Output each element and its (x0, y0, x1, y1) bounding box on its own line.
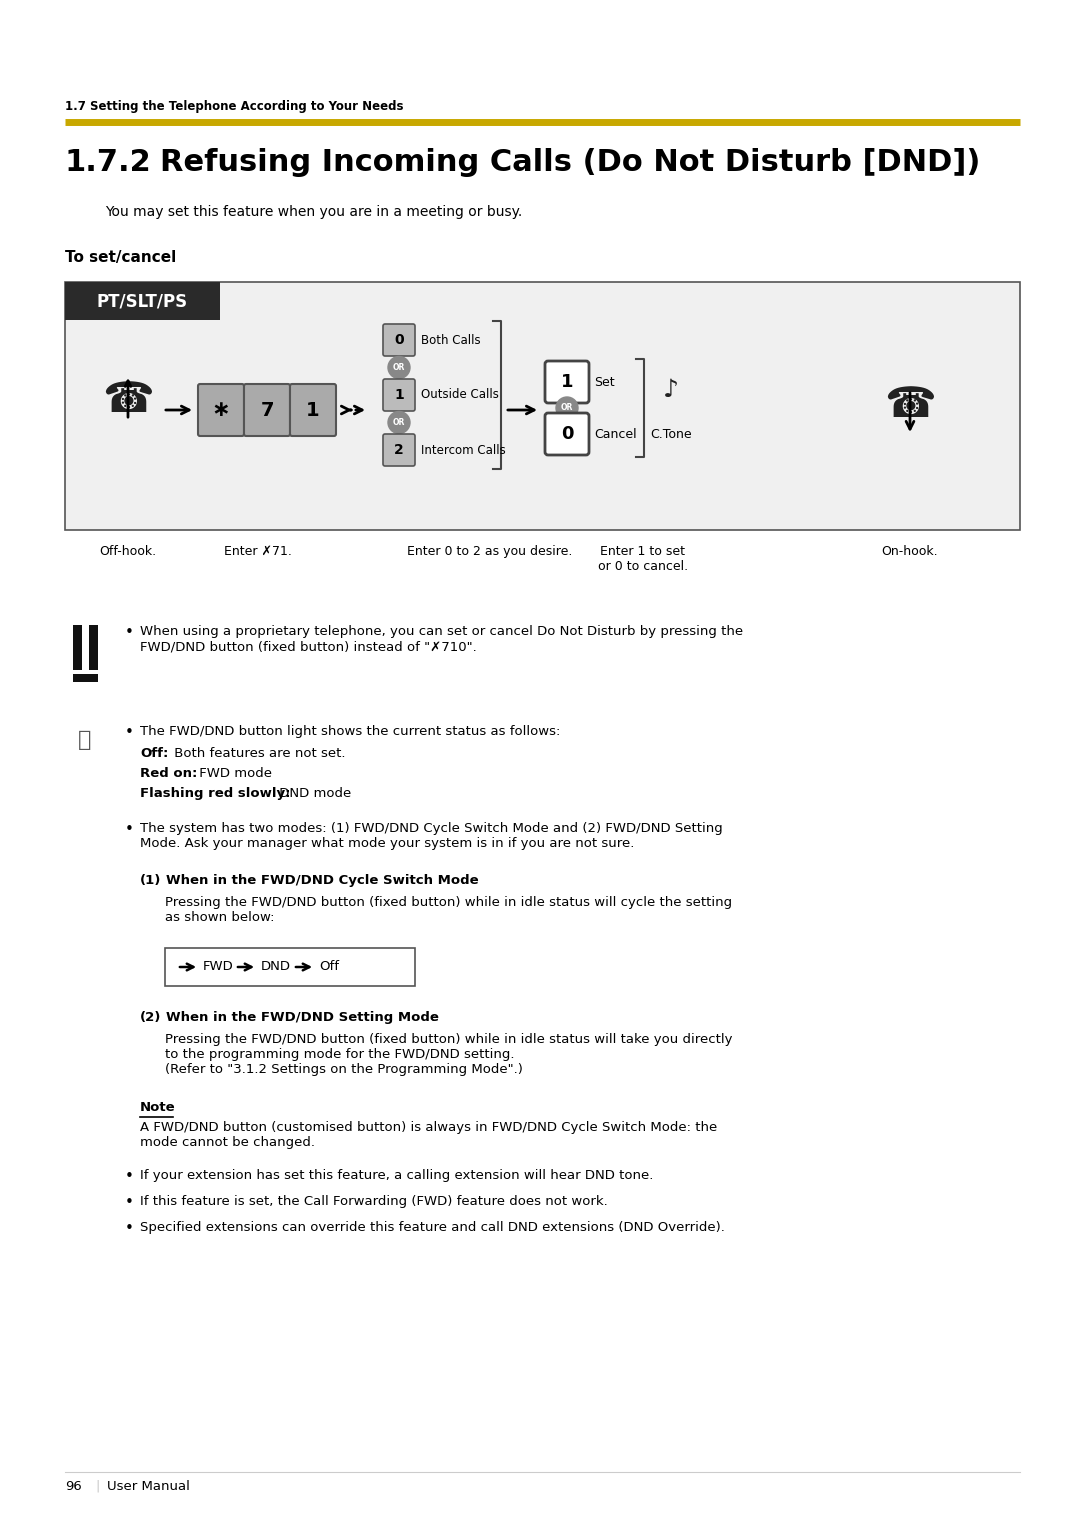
Circle shape (388, 411, 410, 434)
FancyBboxPatch shape (383, 379, 415, 411)
FancyBboxPatch shape (198, 384, 244, 435)
FancyBboxPatch shape (545, 413, 589, 455)
FancyBboxPatch shape (73, 625, 82, 669)
Text: OR: OR (561, 403, 573, 413)
Text: •: • (125, 822, 134, 837)
Text: Set: Set (594, 376, 615, 388)
Text: 0: 0 (394, 333, 404, 347)
Text: •: • (125, 1195, 134, 1210)
Text: Enter 0 to 2 as you desire.: Enter 0 to 2 as you desire. (407, 545, 572, 558)
Text: ∗: ∗ (212, 400, 230, 420)
Text: 1: 1 (307, 400, 320, 420)
Text: Red on:: Red on: (140, 767, 198, 779)
Text: 📋: 📋 (78, 730, 92, 750)
Text: When in the FWD/DND Cycle Switch Mode: When in the FWD/DND Cycle Switch Mode (166, 874, 478, 886)
Text: 0: 0 (561, 425, 573, 443)
Text: 2: 2 (394, 443, 404, 457)
Text: ♪: ♪ (663, 377, 679, 402)
Text: DND mode: DND mode (275, 787, 351, 801)
Text: 1: 1 (394, 388, 404, 402)
Text: Flashing red slowly:: Flashing red slowly: (140, 787, 291, 801)
Text: Off-hook.: Off-hook. (99, 545, 157, 558)
Text: The FWD/DND button light shows the current status as follows:: The FWD/DND button light shows the curre… (140, 724, 561, 738)
Text: To set/cancel: To set/cancel (65, 251, 176, 264)
Text: Intercom Calls: Intercom Calls (421, 443, 505, 457)
Text: Pressing the FWD/DND button (fixed button) while in idle status will take you di: Pressing the FWD/DND button (fixed butto… (165, 1033, 732, 1076)
Text: •: • (125, 1221, 134, 1236)
Text: Outside Calls: Outside Calls (421, 388, 499, 402)
FancyBboxPatch shape (65, 283, 1020, 530)
Text: ☎: ☎ (103, 379, 154, 422)
Text: Refusing Incoming Calls (Do Not Disturb [DND]): Refusing Incoming Calls (Do Not Disturb … (160, 148, 981, 177)
Text: Both features are not set.: Both features are not set. (170, 747, 346, 759)
FancyBboxPatch shape (383, 324, 415, 356)
Text: User Manual: User Manual (107, 1481, 190, 1493)
Text: 1: 1 (561, 373, 573, 391)
Text: (2): (2) (140, 1012, 161, 1024)
Text: •: • (125, 1169, 134, 1184)
Text: DND: DND (261, 961, 291, 973)
Text: You may set this feature when you are in a meeting or busy.: You may set this feature when you are in… (105, 205, 523, 219)
Text: C.Tone: C.Tone (650, 428, 692, 442)
Text: If this feature is set, the Call Forwarding (FWD) feature does not work.: If this feature is set, the Call Forward… (140, 1195, 608, 1209)
Text: Enter ✗71.: Enter ✗71. (224, 545, 292, 558)
Text: Enter 1 to set
or 0 to cancel.: Enter 1 to set or 0 to cancel. (598, 545, 688, 573)
Text: A FWD/DND button (customised button) is always in FWD/DND Cycle Switch Mode: the: A FWD/DND button (customised button) is … (140, 1122, 717, 1149)
Text: Specified extensions can override this feature and call DND extensions (DND Over: Specified extensions can override this f… (140, 1221, 725, 1235)
FancyBboxPatch shape (165, 947, 415, 986)
Text: OR: OR (393, 419, 405, 426)
Circle shape (388, 356, 410, 379)
Text: (1): (1) (140, 874, 161, 886)
Text: Both Calls: Both Calls (421, 333, 481, 347)
Text: Cancel: Cancel (594, 428, 636, 440)
Text: 96: 96 (65, 1481, 82, 1493)
Text: FWD mode: FWD mode (195, 767, 272, 779)
Text: 1.7.2: 1.7.2 (65, 148, 152, 177)
Text: FWD: FWD (203, 961, 233, 973)
FancyBboxPatch shape (383, 434, 415, 466)
Text: When using a proprietary telephone, you can set or cancel Do Not Disturb by pres: When using a proprietary telephone, you … (140, 625, 743, 652)
Text: When in the FWD/DND Setting Mode: When in the FWD/DND Setting Mode (166, 1012, 438, 1024)
Text: Off:: Off: (140, 747, 168, 759)
Text: Note: Note (140, 1102, 176, 1114)
Text: |: | (95, 1481, 99, 1493)
Text: •: • (125, 724, 134, 740)
FancyBboxPatch shape (65, 283, 220, 319)
Text: If your extension has set this feature, a calling extension will hear DND tone.: If your extension has set this feature, … (140, 1169, 653, 1183)
Text: 7: 7 (260, 400, 273, 420)
Text: Pressing the FWD/DND button (fixed button) while in idle status will cycle the s: Pressing the FWD/DND button (fixed butto… (165, 895, 732, 924)
FancyBboxPatch shape (89, 625, 98, 669)
Text: On-hook.: On-hook. (881, 545, 939, 558)
Text: :: : (461, 874, 465, 886)
Text: :: : (431, 1012, 435, 1024)
FancyBboxPatch shape (73, 674, 98, 681)
Text: •: • (125, 625, 134, 640)
Text: The system has two modes: (1) FWD/DND Cycle Switch Mode and (2) FWD/DND Setting
: The system has two modes: (1) FWD/DND Cy… (140, 822, 723, 850)
Circle shape (556, 397, 578, 419)
FancyBboxPatch shape (244, 384, 291, 435)
FancyBboxPatch shape (291, 384, 336, 435)
Text: 1.7 Setting the Telephone According to Your Needs: 1.7 Setting the Telephone According to Y… (65, 99, 404, 113)
Text: OR: OR (393, 364, 405, 371)
FancyBboxPatch shape (545, 361, 589, 403)
Text: ☎: ☎ (885, 384, 936, 426)
Text: Off: Off (319, 961, 339, 973)
Text: PT/SLT/PS: PT/SLT/PS (97, 292, 188, 310)
